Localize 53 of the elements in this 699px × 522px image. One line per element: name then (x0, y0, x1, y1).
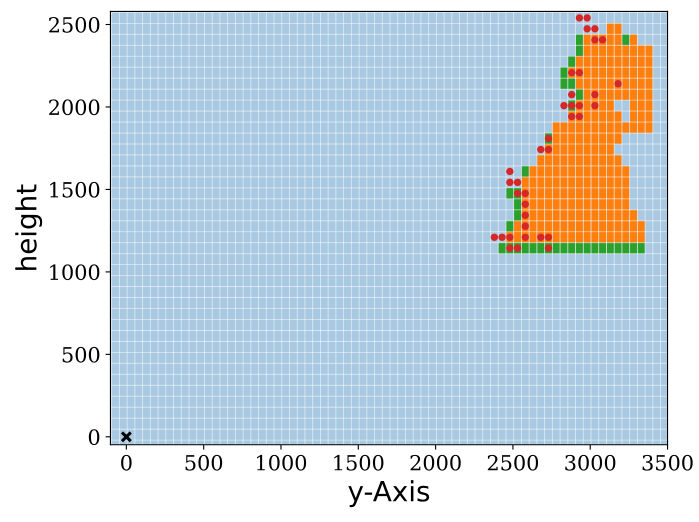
x-tick-label: 2000 (410, 454, 461, 471)
point (522, 190, 529, 198)
x-tick-label: 2500 (488, 454, 538, 471)
y-tick-label: 500 (62, 346, 100, 363)
bar (568, 56, 576, 68)
point (560, 102, 568, 110)
point (506, 178, 514, 186)
x-tick-label: 500 (186, 454, 222, 471)
point (614, 80, 622, 88)
point (591, 25, 599, 32)
bar (622, 34, 630, 46)
x-tick-label: 0 (121, 454, 132, 471)
y-tick-label: 2000 (49, 99, 100, 116)
y-tick-label: 1500 (50, 182, 100, 198)
point (490, 234, 498, 241)
point (120, 430, 132, 443)
y-tick-label: 0 (88, 429, 100, 446)
point (514, 178, 522, 186)
point (591, 36, 599, 44)
point (576, 14, 584, 22)
x-tick-label: 3500 (642, 454, 693, 471)
point (522, 212, 529, 220)
y-tick-label: 1000 (50, 264, 100, 280)
point (583, 14, 591, 22)
bar (506, 220, 514, 232)
x-axis-title: y-Axis (348, 480, 430, 508)
point (544, 234, 552, 241)
point (537, 146, 544, 154)
x-tick-label: 3000 (565, 454, 616, 471)
bar (576, 89, 584, 100)
point (522, 234, 529, 241)
point (583, 25, 591, 32)
bar (576, 34, 584, 56)
bar (522, 166, 529, 177)
point (506, 168, 514, 176)
point (544, 146, 552, 154)
x-tick-label: 1500 (334, 454, 384, 471)
point (598, 36, 606, 44)
y-tick-label: 2500 (49, 16, 100, 33)
point (568, 112, 576, 120)
point (576, 68, 584, 76)
point (522, 222, 529, 230)
point (568, 90, 576, 98)
point (522, 200, 529, 208)
point (576, 102, 584, 110)
point (514, 190, 522, 198)
point (591, 102, 599, 110)
point (591, 90, 599, 98)
y-axis-title: height (15, 184, 42, 270)
point (576, 112, 584, 120)
point (498, 234, 506, 241)
x-tick-label: 1000 (257, 454, 306, 471)
point (537, 234, 544, 241)
